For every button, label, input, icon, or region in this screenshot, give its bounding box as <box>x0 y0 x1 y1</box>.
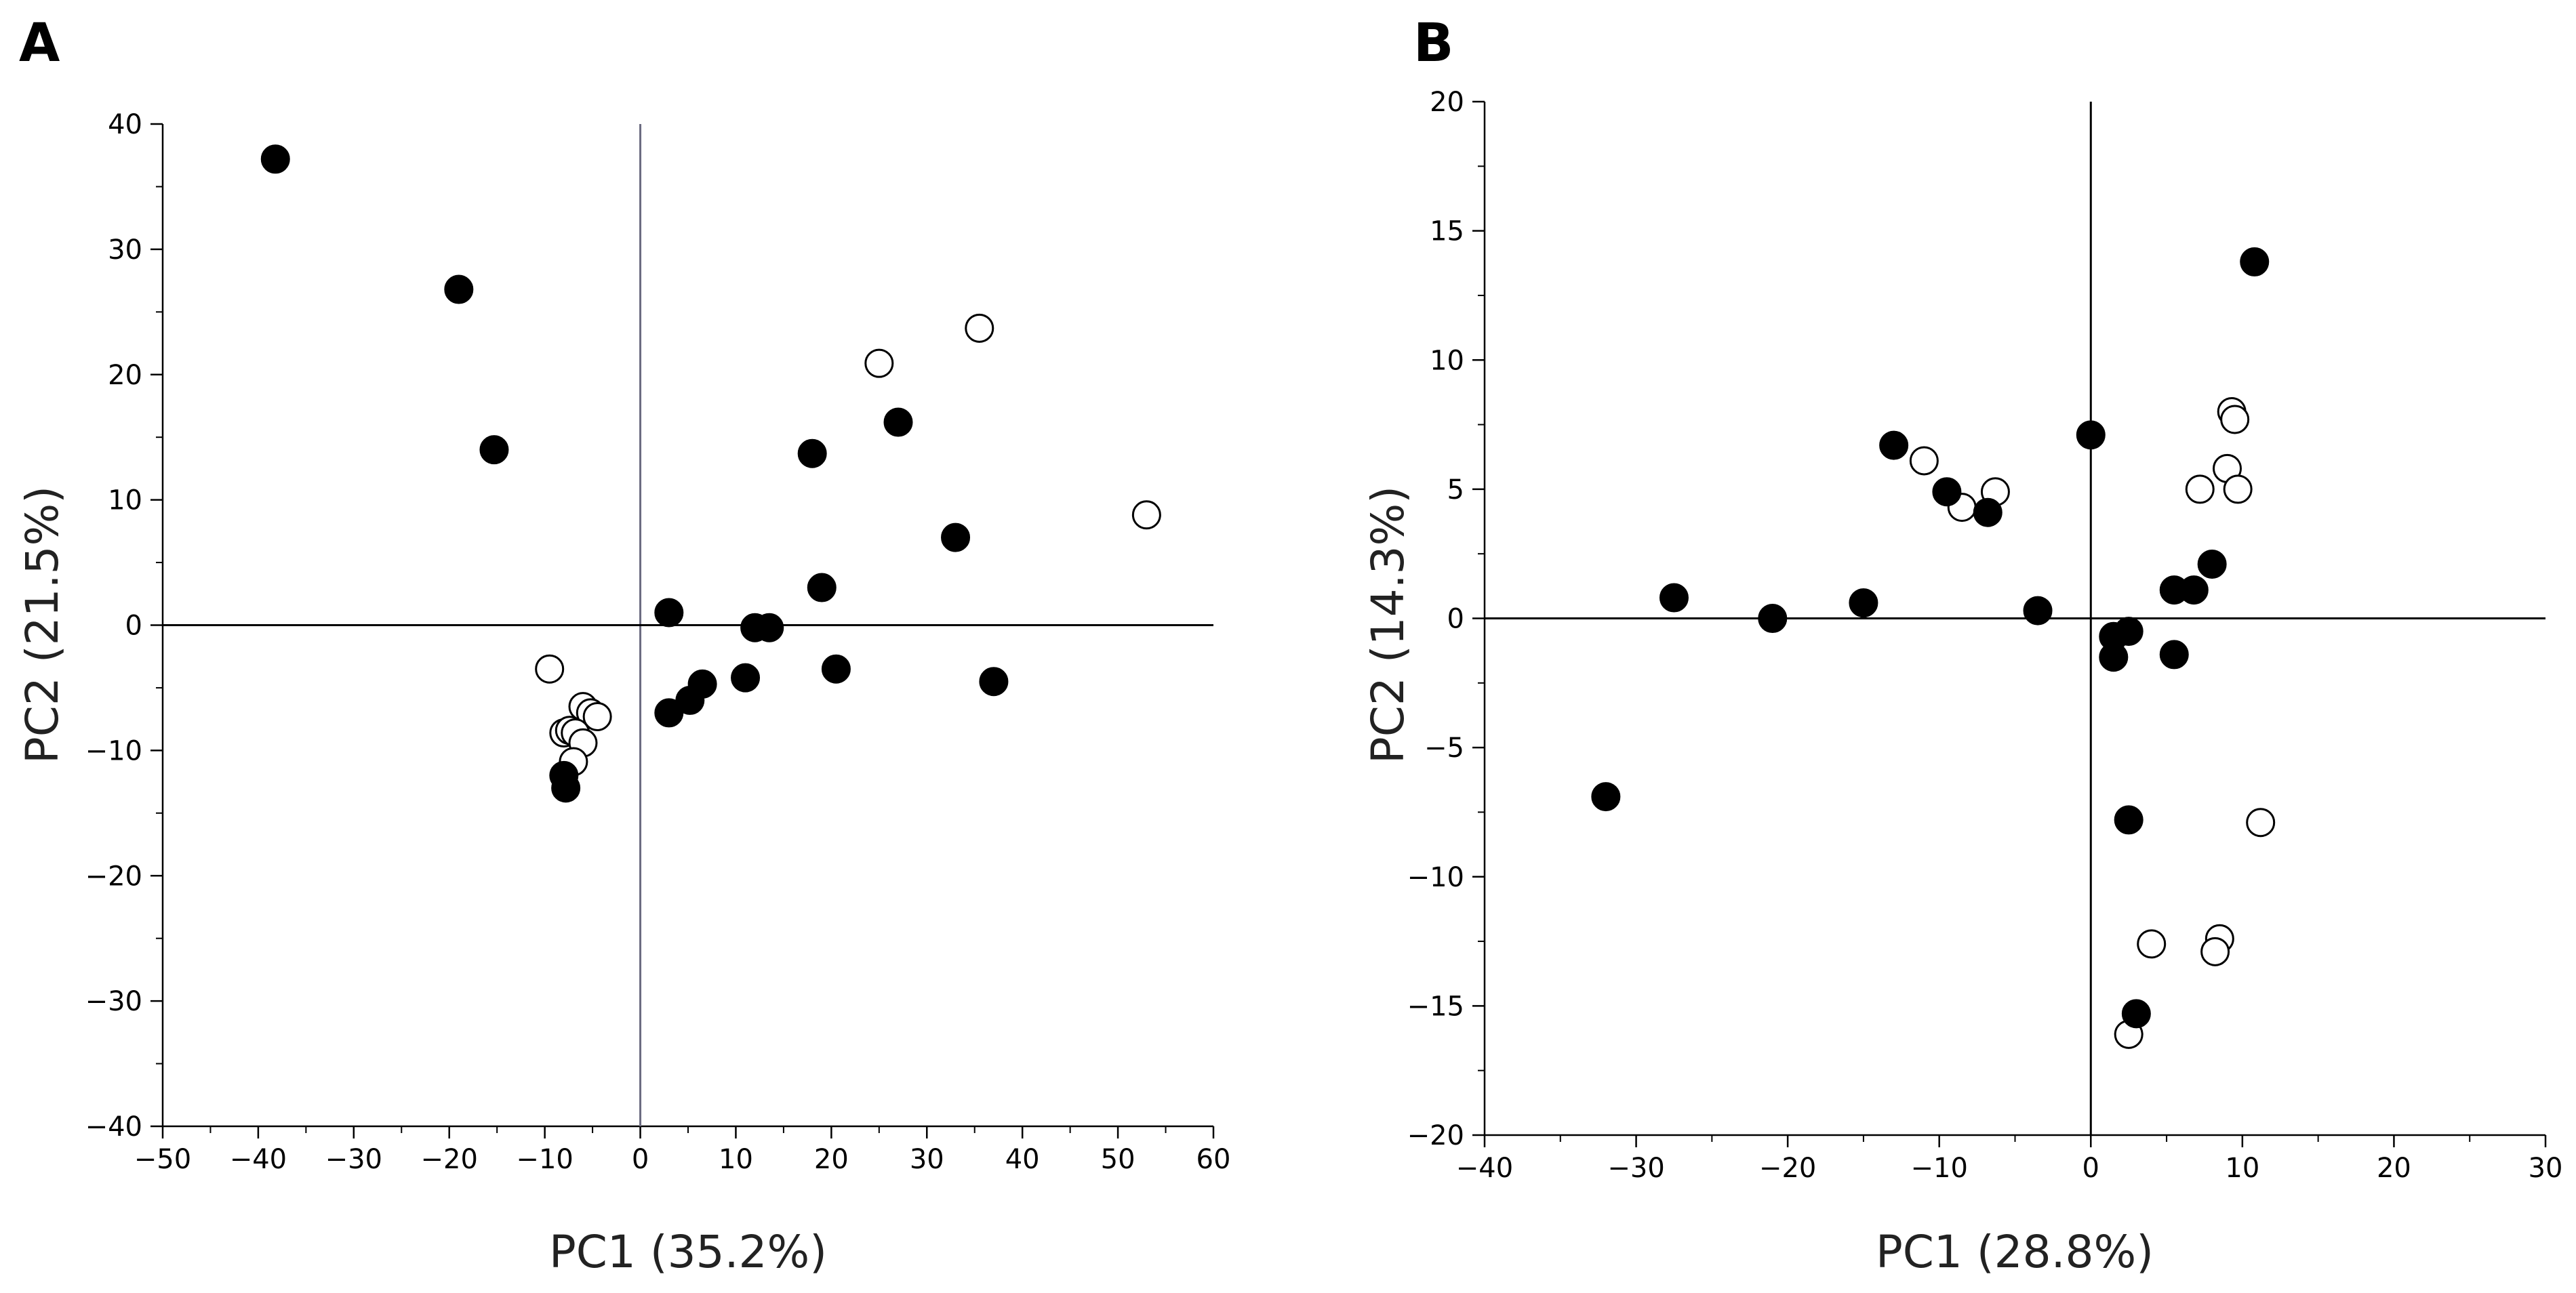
panel-a-y-tick-label: 30 <box>108 234 142 266</box>
panel-b-filled-point <box>2099 642 2129 672</box>
panel-b-x-tick-label: 20 <box>2377 1153 2411 1184</box>
panel-a-filled-point <box>731 663 761 693</box>
panel-a-filled-point <box>687 669 717 699</box>
panel-a-open-point <box>864 348 894 378</box>
panel-a-filled-point <box>883 407 913 437</box>
panel-a-filled-point <box>654 698 684 728</box>
panel-b-open-point <box>1909 446 1939 476</box>
panel-b-open-point <box>2200 937 2230 966</box>
panel-b-y-tick-label: 20 <box>1430 87 1464 118</box>
panel-b-letter: B <box>1413 13 1453 74</box>
panel-a-x-tick-label: 60 <box>1196 1144 1231 1175</box>
panel-b-open-point <box>2223 474 2253 504</box>
panel-b-filled-point <box>2023 596 2053 625</box>
panel-b-open-point <box>2185 474 2215 504</box>
panel-a-open-point <box>582 701 612 731</box>
panel-a-y-tick-label: −20 <box>85 861 142 892</box>
panel-b-x-axis-title: PC1 (28.8%) <box>1876 1226 2154 1278</box>
panel-b-y-axis-title: PC2 (14.3%) <box>1362 486 1414 764</box>
panel-b-open-point <box>2137 929 2167 959</box>
panel-b-filled-point <box>1758 604 1788 633</box>
panel-a-open-point <box>965 313 994 343</box>
panel-b-filled-point <box>2159 640 2189 670</box>
panel-a-filled-point <box>754 613 784 642</box>
panel-a-x-tick-label: −20 <box>421 1144 478 1175</box>
panel-b-y-tick-label: 5 <box>1447 474 1464 506</box>
panel-a-filled-point <box>444 274 474 304</box>
panel-a-x-tick-label: −50 <box>134 1144 191 1175</box>
panel-b-filled-point <box>2197 549 2227 579</box>
panel-b-filled-point <box>2179 575 2209 605</box>
panel-a-open-point <box>1131 500 1161 530</box>
panel-b-y-tick-label: 0 <box>1447 604 1464 635</box>
panel-a-filled-point <box>654 598 684 628</box>
panel-b-open-point <box>2246 808 2276 838</box>
panel-b-filled-point <box>1932 477 1962 507</box>
panel-a: A −50 −40 −30 −20 −10 0 10 20 30 40 50 60−40−30−20−… <box>16 13 1230 1278</box>
panel-a-y-tick-label: 20 <box>108 360 142 391</box>
panel-a-y-tick-label: 40 <box>108 109 142 140</box>
panel-b-x-tick-label: 30 <box>2529 1153 2563 1184</box>
panel-a-x-tick-label: 20 <box>814 1144 849 1175</box>
panel-a-x-tick-label: −10 <box>516 1144 573 1175</box>
panel-a-filled-point <box>260 144 290 174</box>
panel-a-x-tick-label: −40 <box>230 1144 287 1175</box>
panel-b-y-tick-label: −5 <box>1424 733 1464 764</box>
panel-a-y-tick-label: 0 <box>125 611 142 642</box>
panel-b-x-tick-label: −40 <box>1456 1153 1513 1184</box>
panel-b-x-tick-label: −30 <box>1607 1153 1664 1184</box>
panel-b-filled-point <box>2121 999 2151 1029</box>
panel-b-y-tick-label: −10 <box>1407 862 1464 893</box>
panel-a-x-tick-label: 10 <box>719 1144 753 1175</box>
panel-a-x-tick-label: 0 <box>632 1144 649 1175</box>
panel-a-open-point <box>535 654 565 684</box>
panel-b-filled-point <box>1591 782 1621 812</box>
panel-a-filled-point <box>807 573 837 602</box>
panel-b-filled-point <box>2114 805 2144 835</box>
panel-a-y-tick-label: −30 <box>85 986 142 1017</box>
panel-a-letter: A <box>19 13 60 74</box>
panel-a-filled-point <box>797 438 827 468</box>
panel-a-x-axis-title: PC1 (35.2%) <box>549 1226 827 1278</box>
panel-b-x-tick-label: 0 <box>2082 1153 2099 1184</box>
panel-a-x-tick-label: −30 <box>325 1144 382 1175</box>
panel-b-x-tick-label: 10 <box>2225 1153 2259 1184</box>
panel-a-filled-point <box>479 435 509 465</box>
panel-b-y-tick-label: 15 <box>1430 216 1464 247</box>
panel-b: B −40 −30 −20 −10 0 10 20 30 −20 −15 −10 −5 0 5 10 15 20… <box>1362 13 2562 1278</box>
panel-a-x-tick-label: 50 <box>1101 1144 1135 1175</box>
panel-b-filled-point <box>2076 420 2106 450</box>
panel-a-y-tick-label: 10 <box>108 485 142 516</box>
panel-b-x-tick-label: −10 <box>1911 1153 1968 1184</box>
panel-a-x-tick-label: 40 <box>1005 1144 1040 1175</box>
panel-b-filled-point <box>1659 583 1689 613</box>
panel-a-y-axis-title: PC2 (21.5%) <box>16 486 68 764</box>
panel-a-filled-point <box>941 522 971 552</box>
panel-b-filled-point <box>1879 430 1909 460</box>
panel-b-filled-point <box>2240 247 2270 276</box>
panel-a-filled-point <box>551 773 581 803</box>
panel-b-y-tick-label: −20 <box>1407 1120 1464 1151</box>
panel-a-y-tick-label: −40 <box>85 1111 142 1143</box>
panel-b-filled-point <box>1849 588 1878 618</box>
panel-b-open-point <box>2220 405 2250 434</box>
panel-a-x-tick-label: 30 <box>910 1144 944 1175</box>
panel-b-filled-point <box>1973 497 2003 527</box>
panel-b-x-tick-label: −20 <box>1759 1153 1816 1184</box>
panel-b-filled-point <box>2114 617 2144 646</box>
panel-b-y-tick-label: 10 <box>1430 345 1464 376</box>
panel-a-filled-point <box>979 667 1009 697</box>
panel-a-y-tick-label: −10 <box>85 735 142 766</box>
panel-b-y-tick-label: −15 <box>1407 991 1464 1022</box>
panel-a-filled-point <box>821 654 851 684</box>
